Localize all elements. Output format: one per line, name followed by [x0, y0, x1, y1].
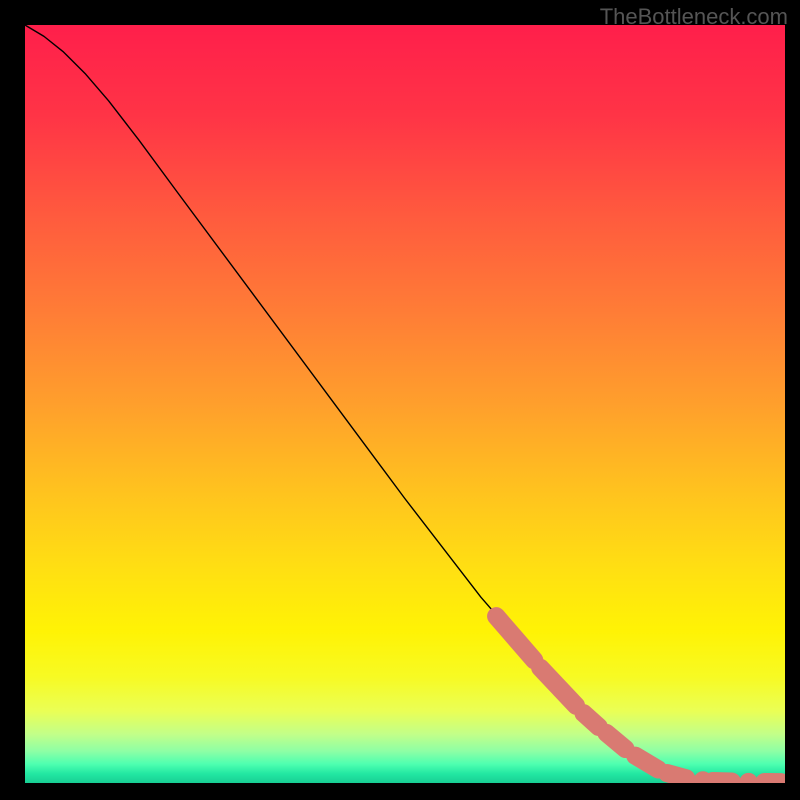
marker-pill [606, 733, 625, 749]
plot-area [25, 25, 785, 783]
marker-pill [584, 713, 599, 727]
gradient-background [25, 25, 785, 783]
chart-svg [25, 25, 785, 783]
marker-pill [667, 773, 686, 778]
marker-pill [713, 781, 732, 782]
watermark-text: TheBottleneck.com [600, 4, 788, 30]
marker-pill [635, 756, 658, 770]
